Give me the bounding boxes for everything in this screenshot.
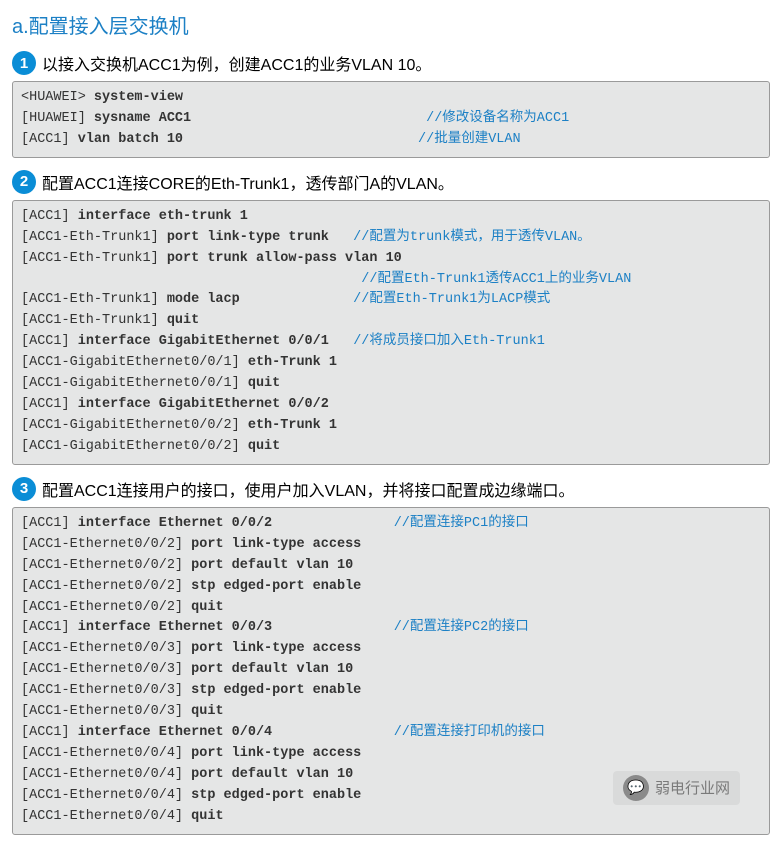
code-line: [ACC1-Ethernet0/0/2] port default vlan 1… [21,558,353,573]
code-line: [ACC1-Ethernet0/0/3] stp edged-port enab… [21,683,361,698]
code-block-2: [ACC1] interface eth-trunk 1 [ACC1-Eth-T… [12,200,770,465]
code-line: [ACC1] interface GigabitEthernet 0/0/2 [21,397,329,412]
code-line: [ACC1] interface GigabitEthernet 0/0/1 /… [21,334,545,349]
code-line: [ACC1-Ethernet0/0/4] port link-type acce… [21,746,361,761]
code-line: [ACC1-Ethernet0/0/3] quit [21,704,224,719]
watermark-badge: 💬 弱电行业网 [613,771,740,805]
code-line: [ACC1-Ethernet0/0/3] port default vlan 1… [21,662,353,677]
code-block-1: <HUAWEI> system-view [HUAWEI] sysname AC… [12,81,770,158]
code-line: [ACC1-Eth-Trunk1] port link-type trunk /… [21,230,591,245]
step-1-badge: 1 [12,51,36,75]
step-1-row: 1 以接入交换机ACC1为例，创建ACC1的业务VLAN 10。 [12,51,770,75]
wechat-icon: 💬 [623,775,649,801]
code-comment: //配置连接PC1的接口 [394,516,529,531]
code-line: [ACC1-Eth-Trunk1] port trunk allow-pass … [21,251,402,266]
code-comment: //将成员接口加入Eth-Trunk1 [353,334,545,349]
code-comment: //修改设备名称为ACC1 [426,111,569,126]
watermark-text: 弱电行业网 [655,777,730,798]
code-comment: //配置Eth-Trunk1为LACP模式 [353,292,550,307]
step-2-badge: 2 [12,170,36,194]
code-line: [ACC1] interface Ethernet 0/0/4 //配置连接打印… [21,725,545,740]
code-line: //配置Eth-Trunk1透传ACC1上的业务VLAN [21,272,631,287]
code-comment: //配置Eth-Trunk1透传ACC1上的业务VLAN [361,272,631,287]
code-line: [ACC1] interface Ethernet 0/0/2 //配置连接PC… [21,516,529,531]
code-line: <HUAWEI> system-view [21,90,183,105]
code-line: [ACC1-Ethernet0/0/2] quit [21,600,224,615]
step-1-text: 以接入交换机ACC1为例，创建ACC1的业务VLAN 10。 [42,51,431,75]
code-line: [ACC1-Ethernet0/0/4] quit [21,809,224,824]
code-line: [ACC1] vlan batch 10 //批量创建VLAN [21,132,521,147]
code-line: [ACC1-Eth-Trunk1] mode lacp //配置Eth-Trun… [21,292,550,307]
code-comment: //配置连接打印机的接口 [394,725,545,740]
step-2-text: 配置ACC1连接CORE的Eth-Trunk1，透传部门A的VLAN。 [42,170,454,194]
code-line: [ACC1-Ethernet0/0/4] stp edged-port enab… [21,788,361,803]
code-comment: //配置为trunk模式，用于透传VLAN。 [353,230,591,245]
step-3-badge: 3 [12,477,36,501]
step-3-text: 配置ACC1连接用户的接口，使用户加入VLAN，并将接口配置成边缘端口。 [42,477,574,501]
code-line: [ACC1-Eth-Trunk1] quit [21,313,199,328]
step-3-row: 3 配置ACC1连接用户的接口，使用户加入VLAN，并将接口配置成边缘端口。 [12,477,770,501]
code-line: [ACC1-GigabitEthernet0/0/2] eth-Trunk 1 [21,418,337,433]
code-line: [ACC1] interface eth-trunk 1 [21,209,248,224]
code-line: [ACC1-Ethernet0/0/2] port link-type acce… [21,537,361,552]
code-comment: //批量创建VLAN [418,132,521,147]
section-heading: a.配置接入层交换机 [12,10,770,39]
code-line: [ACC1-Ethernet0/0/2] stp edged-port enab… [21,579,361,594]
code-line: [ACC1-Ethernet0/0/3] port link-type acce… [21,641,361,656]
code-line: [ACC1] interface Ethernet 0/0/3 //配置连接PC… [21,620,529,635]
code-line: [HUAWEI] sysname ACC1 //修改设备名称为ACC1 [21,111,569,126]
step-2-row: 2 配置ACC1连接CORE的Eth-Trunk1，透传部门A的VLAN。 [12,170,770,194]
code-line: [ACC1-GigabitEthernet0/0/2] quit [21,439,280,454]
code-line: [ACC1-GigabitEthernet0/0/1] eth-Trunk 1 [21,355,337,370]
code-line: [ACC1-Ethernet0/0/4] port default vlan 1… [21,767,353,782]
code-line: [ACC1-GigabitEthernet0/0/1] quit [21,376,280,391]
code-comment: //配置连接PC2的接口 [394,620,529,635]
